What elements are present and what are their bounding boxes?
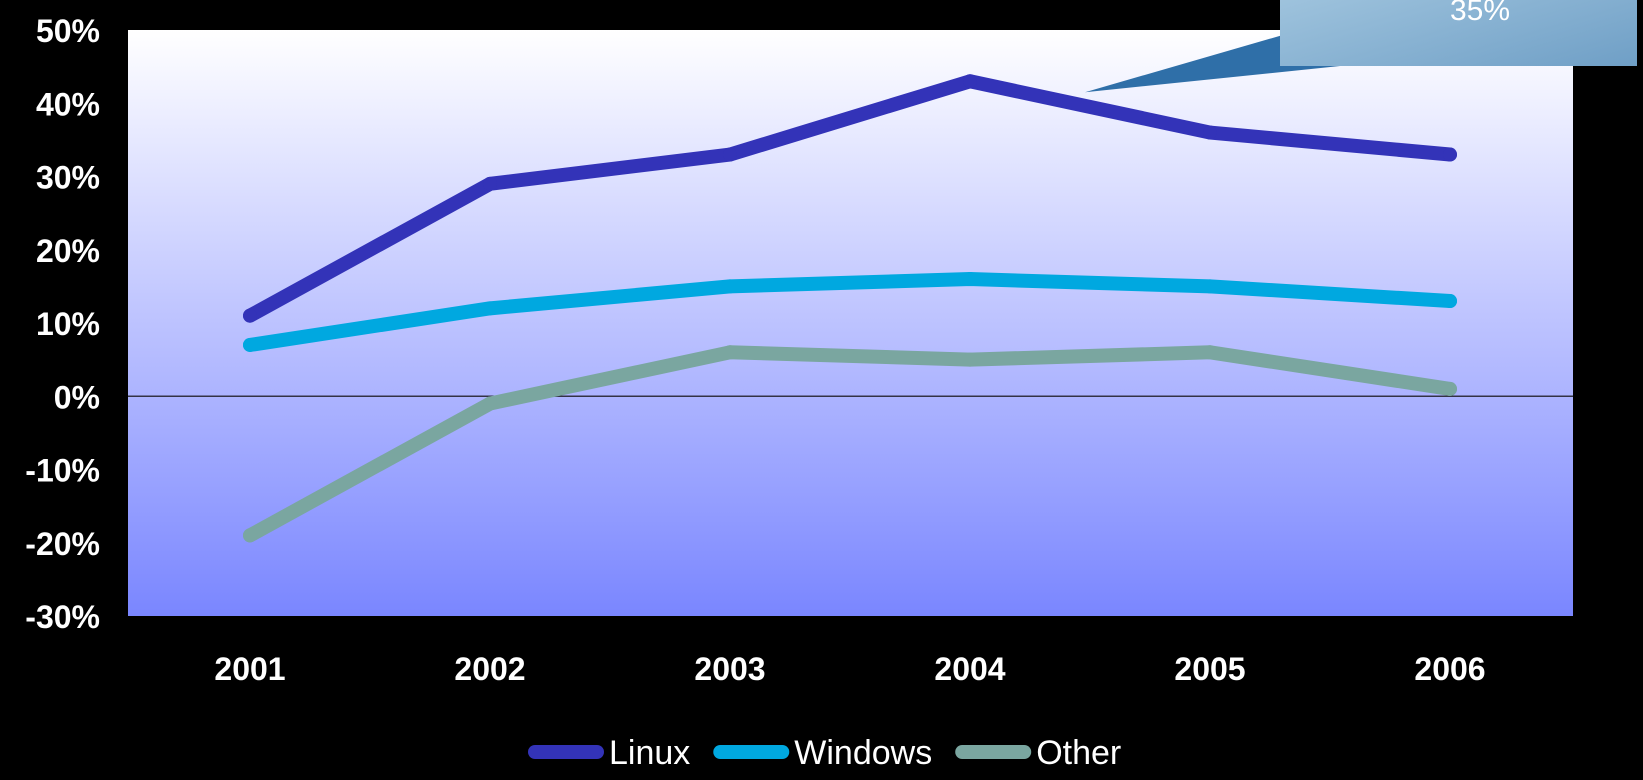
x-tick-label: 2005 — [1174, 651, 1245, 687]
x-tick-label: 2006 — [1414, 651, 1485, 687]
callout: 35% — [1085, 0, 1637, 93]
data-point-linux — [723, 147, 737, 162]
legend: Linux Windows Other — [528, 734, 1121, 772]
x-tick-label: 2002 — [454, 651, 525, 687]
data-point-windows — [963, 272, 977, 287]
y-tick-label: 0% — [54, 379, 100, 415]
series-line-windows — [243, 272, 1457, 352]
legend-label-other: Other — [1036, 734, 1121, 772]
y-axis: 50% 40% 30% 20% 10% 0% -10% -20% -30% — [25, 13, 100, 635]
y-tick-label: 20% — [36, 233, 100, 269]
series-line-other — [243, 345, 1457, 543]
data-point-other — [723, 345, 737, 360]
x-axis: 2001 2002 2003 2004 2005 2006 — [214, 651, 1485, 687]
callout-box — [1280, 0, 1637, 66]
data-point-other — [483, 396, 497, 411]
series-line-linux — [243, 74, 1457, 323]
x-tick-label: 2001 — [214, 651, 285, 687]
data-point-windows — [1443, 294, 1457, 309]
data-point-windows — [723, 279, 737, 294]
y-tick-label: 10% — [36, 306, 100, 342]
data-point-other — [1443, 381, 1457, 396]
y-tick-label: 40% — [36, 86, 100, 122]
x-tick-label: 2004 — [934, 651, 1005, 687]
y-tick-label: -30% — [25, 599, 100, 635]
y-tick-label: -20% — [25, 526, 100, 562]
y-tick-label: -10% — [25, 453, 100, 489]
data-point-windows — [483, 301, 497, 316]
legend-label-windows: Windows — [794, 734, 932, 772]
data-point-linux — [243, 308, 257, 323]
data-point-other — [963, 352, 977, 367]
callout-label: 35% — [1450, 0, 1510, 27]
x-tick-label: 2003 — [694, 651, 765, 687]
data-point-windows — [1203, 279, 1217, 294]
legend-label-linux: Linux — [609, 734, 690, 772]
data-point-linux — [1203, 125, 1217, 140]
y-tick-label: 30% — [36, 160, 100, 196]
data-point-linux — [483, 176, 497, 191]
series-lines — [243, 74, 1457, 543]
data-point-linux — [1443, 147, 1457, 162]
callout-pointer — [1085, 30, 1340, 93]
data-point-linux — [963, 74, 977, 89]
data-point-other — [243, 528, 257, 543]
data-point-windows — [243, 337, 257, 352]
y-tick-label: 50% — [36, 13, 100, 49]
data-point-other — [1203, 345, 1217, 360]
